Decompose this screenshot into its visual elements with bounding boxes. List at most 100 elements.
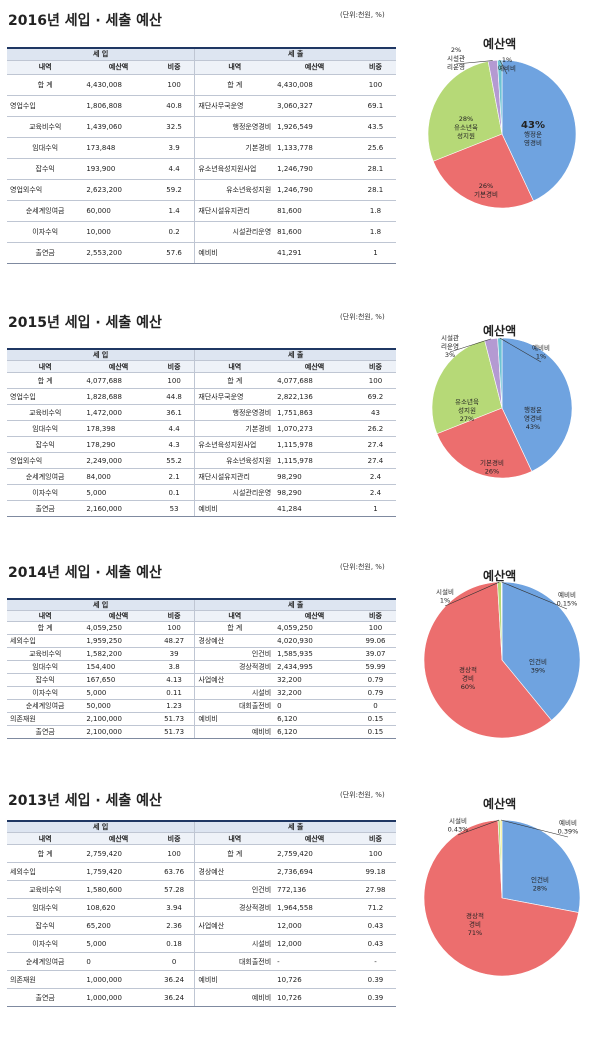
expense-amount: 1,133,778 [274,137,355,159]
table-row: 순세계잉여금 50,000 1.23 대회출전비 0 0 [7,699,397,713]
income-amount: 0 [83,952,154,971]
table-row: 순세계잉여금 60,000 1.4 재단시설유지관리 81,600 1.8 [7,200,397,222]
expense-ratio: 0.39 [354,970,397,989]
expense-ratio: 27.4 [354,436,397,453]
income-ratio: 51.73 [153,712,195,726]
table-row: 임대수익 178,398 4.4 기본경비 1,070,273 26.2 [7,420,397,437]
income-amount: 5,000 [83,484,154,501]
income-item: 이자수익 [7,221,84,243]
income-amount: 1,806,808 [83,95,154,117]
income-header: 세 입 [7,820,195,833]
income-ratio: 2.36 [153,916,195,935]
income-item: 임대수익 [7,420,84,437]
unit-label: (단위:천원, %) [340,791,385,799]
column-header-ratio: 비중 [354,60,397,75]
expense-header: 세 출 [194,348,397,361]
expense-item: 행정운영경비 [194,404,275,421]
income-ratio: 39 [153,647,195,661]
expense-item: 대회출전비 [194,952,275,971]
income-header: 세 입 [7,47,195,61]
expense-ratio: 99.18 [354,862,397,881]
table-row: 영업수입 1,828,688 44.8 재단사무국운영 2,822,136 69.2 [7,388,397,405]
expense-ratio: 43 [354,404,397,421]
unit-label: (단위:천원, %) [340,11,385,19]
income-item: 합 계 [7,621,84,635]
table-row: 교육비수익 1,439,060 32.5 행정운영경비 1,926,549 43.5 [7,116,397,138]
expense-item: 유소년육성지원 [194,179,275,201]
income-ratio: 0.2 [153,221,195,243]
column-header-ratio: 비중 [153,832,195,845]
table-row: 영업외수익 2,249,000 55.2 유소년육성지원 1,115,978 27.4 [7,452,397,469]
expense-item: 예비비 [194,970,275,989]
income-amount: 2,100,000 [83,725,154,739]
expense-item: 예비비 [194,712,275,726]
expense-amount: 1,926,549 [274,116,355,138]
expense-amount: 2,759,420 [274,844,355,863]
table-row: 이자수익 10,000 0.2 시설관리운영 81,600 1.8 [7,221,397,243]
income-amount: 1,472,000 [83,404,154,421]
expense-amount: 6,120 [274,725,355,739]
income-ratio: 100 [153,844,195,863]
expense-amount: 1,751,863 [274,404,355,421]
expense-ratio: 59.99 [354,660,397,674]
income-item: 순세계잉여금 [7,952,84,971]
table-row: 합 계 4,430,008 100 합 계 4,430,008 100 [7,74,397,96]
income-item: 영업외수익 [7,452,84,469]
table-row: 잡수익 167,650 4.13 사업예산 32,200 0.79 [7,673,397,687]
column-header-amount: 예산액 [83,832,154,845]
expense-ratio: 2.4 [354,484,397,501]
expense-ratio: 26.2 [354,420,397,437]
expense-ratio: 27.98 [354,880,397,899]
expense-item: 재단사무국운영 [194,388,275,405]
income-item: 교육비수익 [7,647,84,661]
column-header-ratio: 비중 [354,832,397,845]
unit-label: (단위:천원, %) [340,313,385,321]
expense-ratio: 1 [354,500,397,517]
expense-amount: 10,726 [274,970,355,989]
income-header: 세 입 [7,348,195,361]
income-amount: 1,828,688 [83,388,154,405]
table-row: 잡수익 193,900 4.4 유소년육성지원사업 1,246,790 28.1 [7,158,397,180]
expense-ratio: 39.07 [354,647,397,661]
column-header-ratio: 비중 [354,360,397,373]
column-header-amount: 예산액 [274,832,355,845]
expense-item: 합 계 [194,621,275,635]
expense-ratio: 69.2 [354,388,397,405]
column-header-amount: 예산액 [274,610,355,622]
income-ratio: 0 [153,952,195,971]
expense-ratio: 69.1 [354,95,397,117]
income-ratio: 0.18 [153,934,195,953]
expense-amount: 12,000 [274,916,355,935]
income-amount: 2,249,000 [83,452,154,469]
expense-ratio: 100 [354,844,397,863]
expense-amount: - [274,952,355,971]
income-item: 교육비수익 [7,404,84,421]
income-item: 세외수입 [7,634,84,648]
column-header-item: 내역 [194,832,275,845]
income-item: 교육비수익 [7,880,84,899]
section-title: 2013년 세입 · 세출 예산 [8,793,162,809]
section-title: 2014년 세입 · 세출 예산 [8,565,162,581]
expense-amount: 2,822,136 [274,388,355,405]
expense-amount: 0 [274,699,355,713]
income-amount: 1,959,250 [83,634,154,648]
income-ratio: 36.24 [153,988,195,1007]
income-amount: 1,439,060 [83,116,154,138]
income-amount: 154,400 [83,660,154,674]
income-ratio: 4.4 [153,420,195,437]
income-ratio: 44.8 [153,388,195,405]
column-header-amount: 예산액 [83,360,154,373]
income-amount: 2,759,420 [83,844,154,863]
expense-item: 경상적경비 [194,660,275,674]
expense-ratio: 0.15 [354,712,397,726]
expense-ratio: 0.43 [354,916,397,935]
income-ratio: 36.1 [153,404,195,421]
expense-ratio: 99.06 [354,634,397,648]
income-item: 임대수익 [7,898,84,917]
expense-amount: 4,020,930 [274,634,355,648]
